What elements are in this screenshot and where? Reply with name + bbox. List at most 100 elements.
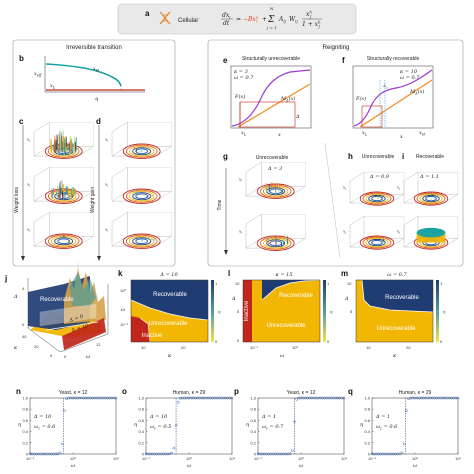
eta-point bbox=[402, 442, 406, 446]
panel-e-title: Structurally unrecoverable bbox=[242, 56, 300, 62]
svg-text:10⁰: 10⁰ bbox=[412, 456, 418, 461]
svg-text:0: 0 bbox=[327, 339, 330, 344]
reigniting-box: Reigniting e Structurally unrecoverable … bbox=[207, 39, 464, 267]
panel-g-label: g bbox=[223, 152, 228, 161]
svg-text:ωc = 0.5: ωc = 0.5 bbox=[150, 424, 171, 431]
svg-text:10¹: 10¹ bbox=[229, 456, 235, 461]
svg-text:κ = 3: κ = 3 bbox=[233, 69, 248, 75]
svg-text:Δ = 1.1: Δ = 1.1 bbox=[419, 174, 439, 180]
svg-text:ωc = 0.7: ωc = 0.7 bbox=[262, 424, 284, 431]
svg-text:Δ: Δ bbox=[231, 296, 236, 302]
irreversible-title: Irreversible transition bbox=[66, 45, 122, 51]
svg-text:10¹: 10¹ bbox=[341, 456, 347, 461]
eta-point bbox=[230, 396, 234, 400]
svg-text:x: x bbox=[278, 132, 281, 138]
panel-n-title: Yeast, κ = 12 bbox=[59, 390, 88, 396]
panel-k-title: Δ = 10 bbox=[159, 272, 178, 278]
eta-point bbox=[293, 420, 296, 423]
panel-f-plot: κ = 10 ω = 0.7 F(x) MΔ(x) Δc xL xH x bbox=[352, 65, 434, 140]
eta-point bbox=[456, 396, 460, 400]
svg-text:ω: ω bbox=[121, 307, 125, 313]
svg-text:xi: xi bbox=[397, 185, 400, 191]
svg-text:20: 20 bbox=[406, 345, 411, 350]
panel-h-title: Unrecoverable bbox=[362, 154, 395, 160]
svg-text:10⁰: 10⁰ bbox=[186, 456, 192, 461]
panel-l: l κ = 15 Inactive Recoverable Unrecovera… bbox=[228, 269, 333, 359]
eta-point bbox=[176, 400, 180, 404]
svg-text:Unrecoverable: Unrecoverable bbox=[266, 323, 306, 329]
svg-text:xi: xi bbox=[105, 136, 108, 142]
dna-icon bbox=[159, 11, 171, 25]
network-cube: xi bbox=[27, 121, 95, 159]
svg-text:0.8: 0.8 bbox=[250, 407, 256, 412]
svg-text:0.6: 0.6 bbox=[22, 418, 28, 423]
svg-text:0.2: 0.2 bbox=[22, 440, 28, 445]
panel-j-recoverable: Recoverable bbox=[40, 297, 74, 303]
panel-p-title: Yeast, κ = 12 bbox=[287, 390, 316, 396]
svg-text:0.6: 0.6 bbox=[364, 418, 370, 423]
panel-i-label: i bbox=[402, 152, 404, 161]
svg-text:10¹: 10¹ bbox=[455, 456, 461, 461]
panel-j: j Recoverable Δ = 0 Δ = 10 Δ 4 0 κ 40 20… bbox=[4, 262, 109, 360]
eta-point bbox=[63, 409, 66, 412]
svg-text:0.2: 0.2 bbox=[364, 440, 370, 445]
svg-text:κ: κ bbox=[13, 345, 18, 351]
svg-text:ω: ω bbox=[280, 353, 284, 359]
network-cube: xi bbox=[105, 166, 173, 204]
svg-text:Δ = 1: Δ = 1 bbox=[261, 414, 276, 420]
svg-text:xeff: xeff bbox=[34, 71, 42, 78]
svg-text:0: 0 bbox=[142, 452, 145, 457]
svg-text:1.0: 1.0 bbox=[250, 396, 256, 401]
svg-text:10: 10 bbox=[347, 281, 352, 286]
svg-text:Δ = 0: Δ = 0 bbox=[68, 314, 85, 325]
svg-text:0: 0 bbox=[368, 452, 371, 457]
panel-d-label: d bbox=[96, 117, 101, 126]
svg-text:xi: xi bbox=[239, 176, 242, 182]
panel-p-label: p bbox=[234, 387, 239, 396]
dynamics-equation: dxi dt = −Bxa i + N Σ j = 1 Aij Wij xh j 1… bbox=[221, 6, 322, 30]
panel-g-title: Unrecoverable bbox=[256, 155, 289, 161]
svg-text:Recoverable: Recoverable bbox=[385, 295, 419, 301]
svg-text:Recoverable: Recoverable bbox=[153, 292, 187, 298]
cellular-label: Cellular bbox=[178, 18, 198, 24]
svg-text:40: 40 bbox=[22, 334, 27, 339]
panel-m: m ω = 0.7 Recoverable Unrecoverable 10 5… bbox=[341, 269, 446, 359]
eta-point bbox=[172, 446, 176, 450]
svg-text:ωc = 0.6: ωc = 0.6 bbox=[34, 424, 56, 431]
svg-text:ω: ω bbox=[187, 463, 191, 469]
svg-text:ωc = 0.6: ωc = 0.6 bbox=[376, 424, 398, 431]
svg-text:xi: xi bbox=[343, 185, 346, 191]
svg-text:j = 1: j = 1 bbox=[266, 25, 277, 30]
svg-text:10⁻¹: 10⁻¹ bbox=[368, 456, 377, 461]
svg-text:5: 5 bbox=[237, 309, 240, 314]
svg-text:Inactive: Inactive bbox=[142, 333, 163, 339]
svg-text:Δ = 3: Δ = 3 bbox=[267, 166, 282, 172]
svg-text:Unrecoverable: Unrecoverable bbox=[148, 321, 188, 327]
svg-text:Δ: Δ bbox=[295, 114, 300, 120]
svg-text:xL: xL bbox=[241, 130, 247, 137]
eta-point bbox=[291, 449, 294, 452]
svg-text:F(x): F(x) bbox=[234, 93, 245, 100]
svg-text:10⁻¹: 10⁻¹ bbox=[254, 456, 263, 461]
svg-text:η: η bbox=[246, 422, 249, 428]
network-cubes-cd: xi xi xi xi xi xi bbox=[27, 121, 173, 249]
svg-text:ω: ω bbox=[86, 354, 90, 360]
svg-text:xH: xH bbox=[419, 130, 426, 137]
svg-text:0.4: 0.4 bbox=[364, 429, 370, 434]
panel-c-label: c bbox=[19, 117, 24, 126]
svg-text:Aij: Aij bbox=[278, 16, 287, 24]
eta-point bbox=[174, 424, 178, 427]
svg-text:xL: xL bbox=[50, 83, 56, 90]
svg-text:4: 4 bbox=[22, 286, 25, 291]
svg-text:Unrecoverable: Unrecoverable bbox=[376, 326, 416, 332]
svg-text:xi: xi bbox=[397, 229, 400, 235]
svg-text:12: 12 bbox=[96, 342, 101, 347]
eta-point bbox=[288, 452, 292, 456]
weight-loss-label: Weight loss bbox=[14, 187, 20, 213]
svg-text:0: 0 bbox=[22, 322, 25, 327]
panel-i-title: Recoverable bbox=[416, 154, 444, 160]
svg-text:Δ = 10: Δ = 10 bbox=[33, 414, 52, 420]
panel-b-plot: xeff q xH xL bbox=[34, 56, 145, 102]
svg-text:dt: dt bbox=[223, 20, 230, 27]
panel-q: q Human, κ = 29 1.0 0.8 0.6 0.4 0.2 010⁻¹ 10⁰ 10¹… bbox=[348, 387, 462, 469]
